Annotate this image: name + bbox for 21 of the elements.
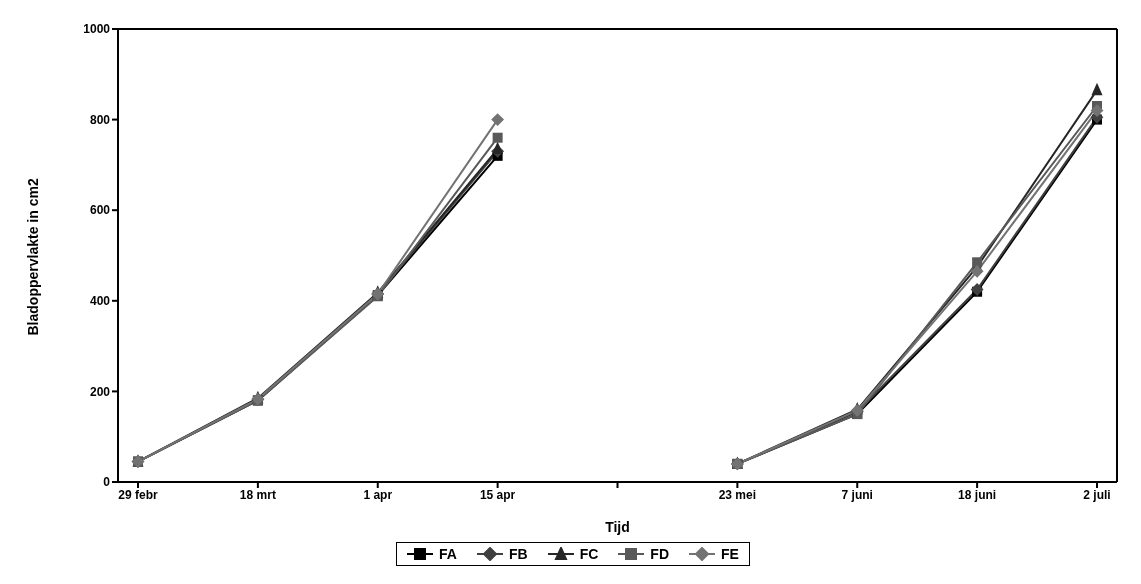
x-tick-label: 18 mrt [239,487,276,502]
x-tick-label: 2 juli [1083,487,1111,502]
y-tick-label: 800 [89,112,111,127]
legend-label: FD [649,546,669,562]
x-tick-label: 15 apr [479,487,516,502]
legend-label: FA [438,546,457,562]
y-tick-label: 400 [89,294,111,309]
x-tick-label: 29 febr [118,487,158,502]
legend-label: FC [578,546,599,562]
x-tick-label: 7 juni [841,487,873,502]
x-tick-label: 23 mei [718,487,757,502]
y-tick-label: 200 [89,384,111,399]
y-axis-title: Bladoppervlakte in cm2 [24,178,41,336]
y-tick-label: 0 [103,475,111,490]
y-tick-label: 600 [89,203,111,218]
x-tick-label: 1 apr [363,487,393,502]
x-axis-title: Tijd [605,519,630,535]
x-tick-label: 18 juni [958,487,997,502]
y-tick-label: 1000 [83,22,111,37]
legend-label: FB [508,546,528,562]
legend-label: FE [720,546,739,562]
